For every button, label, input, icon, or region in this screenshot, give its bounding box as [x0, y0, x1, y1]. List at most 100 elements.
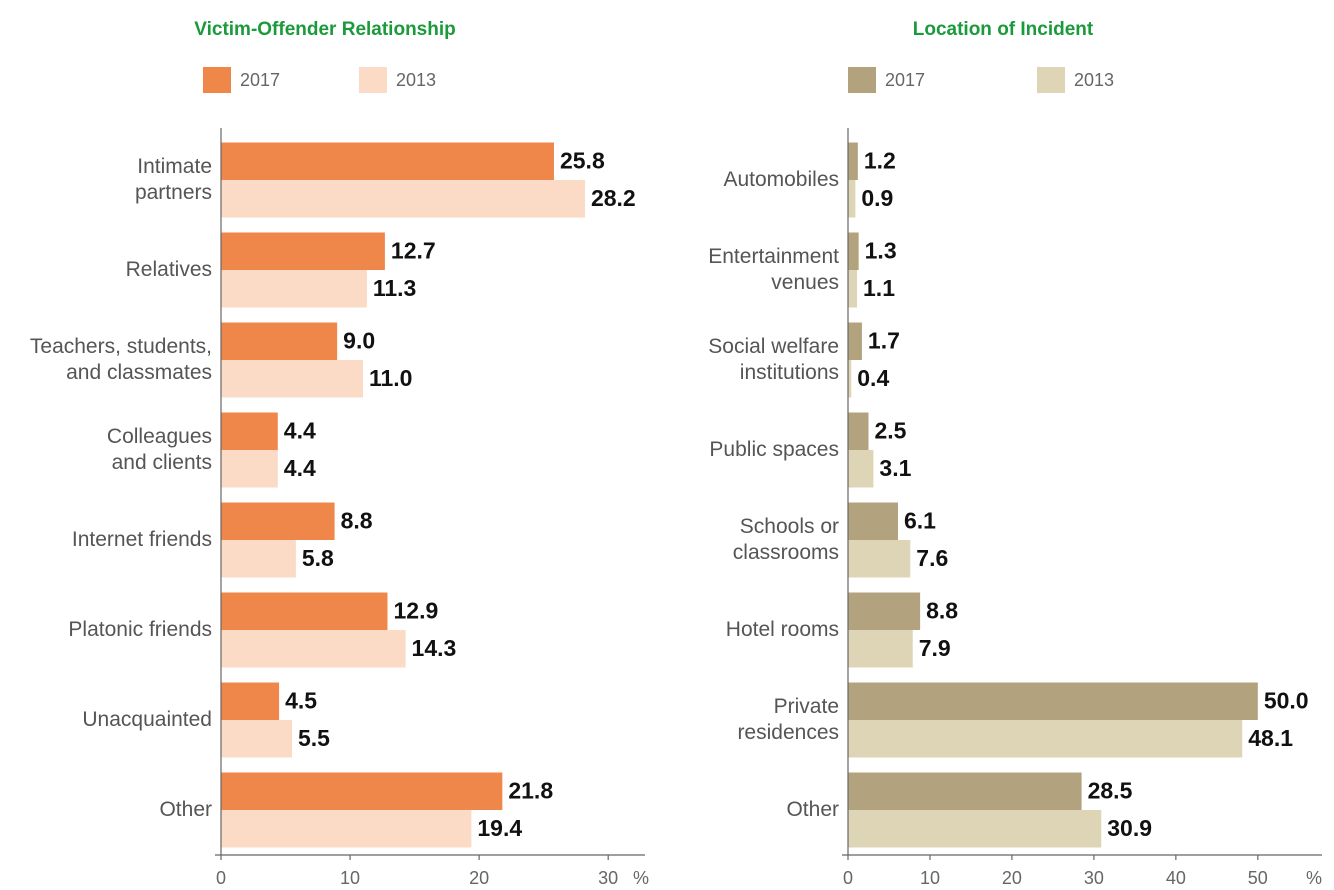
- category-label: Automobiles: [723, 168, 839, 191]
- bar: [221, 322, 338, 360]
- category-label: Relatives: [126, 258, 212, 281]
- bar: [848, 630, 913, 668]
- value-label: 1.1: [863, 275, 895, 301]
- bar: [848, 720, 1243, 758]
- category-label: Schools or classrooms: [733, 515, 839, 564]
- value-label: 19.4: [477, 815, 522, 841]
- category-label: Other: [786, 798, 839, 821]
- value-label: 4.4: [284, 417, 316, 443]
- value-label: 28.5: [1088, 777, 1133, 803]
- x-axis-unit: %: [633, 868, 649, 888]
- x-tick-label: 40: [1166, 868, 1186, 888]
- x-tick-label: 0: [216, 868, 226, 888]
- value-label: 12.9: [393, 597, 438, 623]
- x-tick-label: 10: [920, 868, 940, 888]
- category-label: Colleagues and clients: [107, 425, 212, 474]
- value-label: 0.9: [861, 185, 893, 211]
- legend-label: 2017: [885, 70, 925, 90]
- value-label: 50.0: [1264, 687, 1309, 713]
- value-label: 21.8: [508, 777, 553, 803]
- value-label: 1.7: [868, 327, 900, 353]
- bar: [221, 630, 406, 668]
- legend-swatch: [1037, 67, 1065, 93]
- value-label: 7.9: [919, 635, 951, 661]
- value-label: 11.0: [369, 365, 413, 391]
- bar: [848, 810, 1102, 848]
- value-label: 8.8: [926, 597, 958, 623]
- bar: [221, 810, 472, 848]
- value-label: 25.8: [560, 147, 605, 173]
- category-label: Platonic friends: [68, 618, 212, 641]
- category-label: Unacquainted: [82, 708, 212, 731]
- value-label: 4.5: [285, 687, 317, 713]
- category-label: Other: [159, 798, 212, 821]
- value-label: 9.0: [343, 327, 375, 353]
- x-tick-label: 20: [469, 868, 489, 888]
- x-axis-unit: %: [1306, 868, 1322, 888]
- category-label: Public spaces: [709, 438, 839, 461]
- value-label: 2.5: [874, 417, 906, 443]
- bar: [221, 450, 278, 488]
- value-label: 8.8: [341, 507, 373, 533]
- category-label: Social welfare institutions: [708, 335, 839, 384]
- category-label: Intimate partners: [135, 155, 212, 204]
- x-tick-label: 30: [598, 868, 618, 888]
- x-tick-label: 50: [1248, 868, 1268, 888]
- value-label: 48.1: [1248, 725, 1293, 751]
- value-label: 3.1: [879, 455, 911, 481]
- x-tick-label: 10: [340, 868, 360, 888]
- bar: [221, 360, 363, 398]
- value-label: 4.4: [284, 455, 316, 481]
- legend-label: 2017: [240, 70, 280, 90]
- value-label: 1.3: [865, 237, 897, 263]
- value-label: 5.5: [298, 725, 330, 751]
- category-label: Entertainment venues: [708, 245, 839, 294]
- x-tick-label: 0: [843, 868, 853, 888]
- chart-title: Victim-Offender Relationship: [194, 19, 455, 40]
- bar: [848, 412, 869, 450]
- bar: [221, 142, 554, 180]
- legend-swatch: [359, 67, 387, 93]
- bar: [848, 592, 921, 630]
- bar: [848, 142, 858, 180]
- category-label: Hotel rooms: [726, 618, 839, 641]
- bar: [848, 270, 858, 308]
- value-label: 6.1: [904, 507, 936, 533]
- bar: [848, 772, 1082, 810]
- value-label: 14.3: [412, 635, 457, 661]
- x-tick-label: 30: [1084, 868, 1104, 888]
- bar: [221, 540, 296, 578]
- bar: [221, 592, 388, 630]
- category-label: Teachers, students, and classmates: [30, 335, 212, 384]
- bar: [848, 360, 852, 398]
- category-label: Internet friends: [72, 528, 212, 551]
- bar: [848, 322, 862, 360]
- bar: [221, 772, 503, 810]
- bar: [221, 232, 385, 270]
- bar: [848, 540, 911, 578]
- bar: [221, 412, 278, 450]
- bar: [221, 682, 280, 720]
- value-label: 30.9: [1107, 815, 1152, 841]
- chart-title: Location of Incident: [913, 19, 1094, 40]
- value-label: 1.2: [864, 147, 896, 173]
- bar: [221, 180, 585, 218]
- category-label: Private residences: [737, 695, 839, 744]
- legend-label: 2013: [396, 70, 436, 90]
- legend-swatch: [848, 67, 876, 93]
- value-label: 5.8: [302, 545, 334, 571]
- bar: [221, 502, 335, 540]
- value-label: 28.2: [591, 185, 636, 211]
- x-tick-label: 20: [1002, 868, 1022, 888]
- value-label: 0.4: [857, 365, 889, 391]
- bar: [848, 232, 859, 270]
- value-label: 12.7: [391, 237, 436, 263]
- bar: [848, 450, 874, 488]
- value-label: 7.6: [916, 545, 948, 571]
- legend-label: 2013: [1074, 70, 1114, 90]
- bar: [221, 720, 292, 758]
- bar: [848, 502, 898, 540]
- bar: [848, 682, 1258, 720]
- bar: [848, 180, 856, 218]
